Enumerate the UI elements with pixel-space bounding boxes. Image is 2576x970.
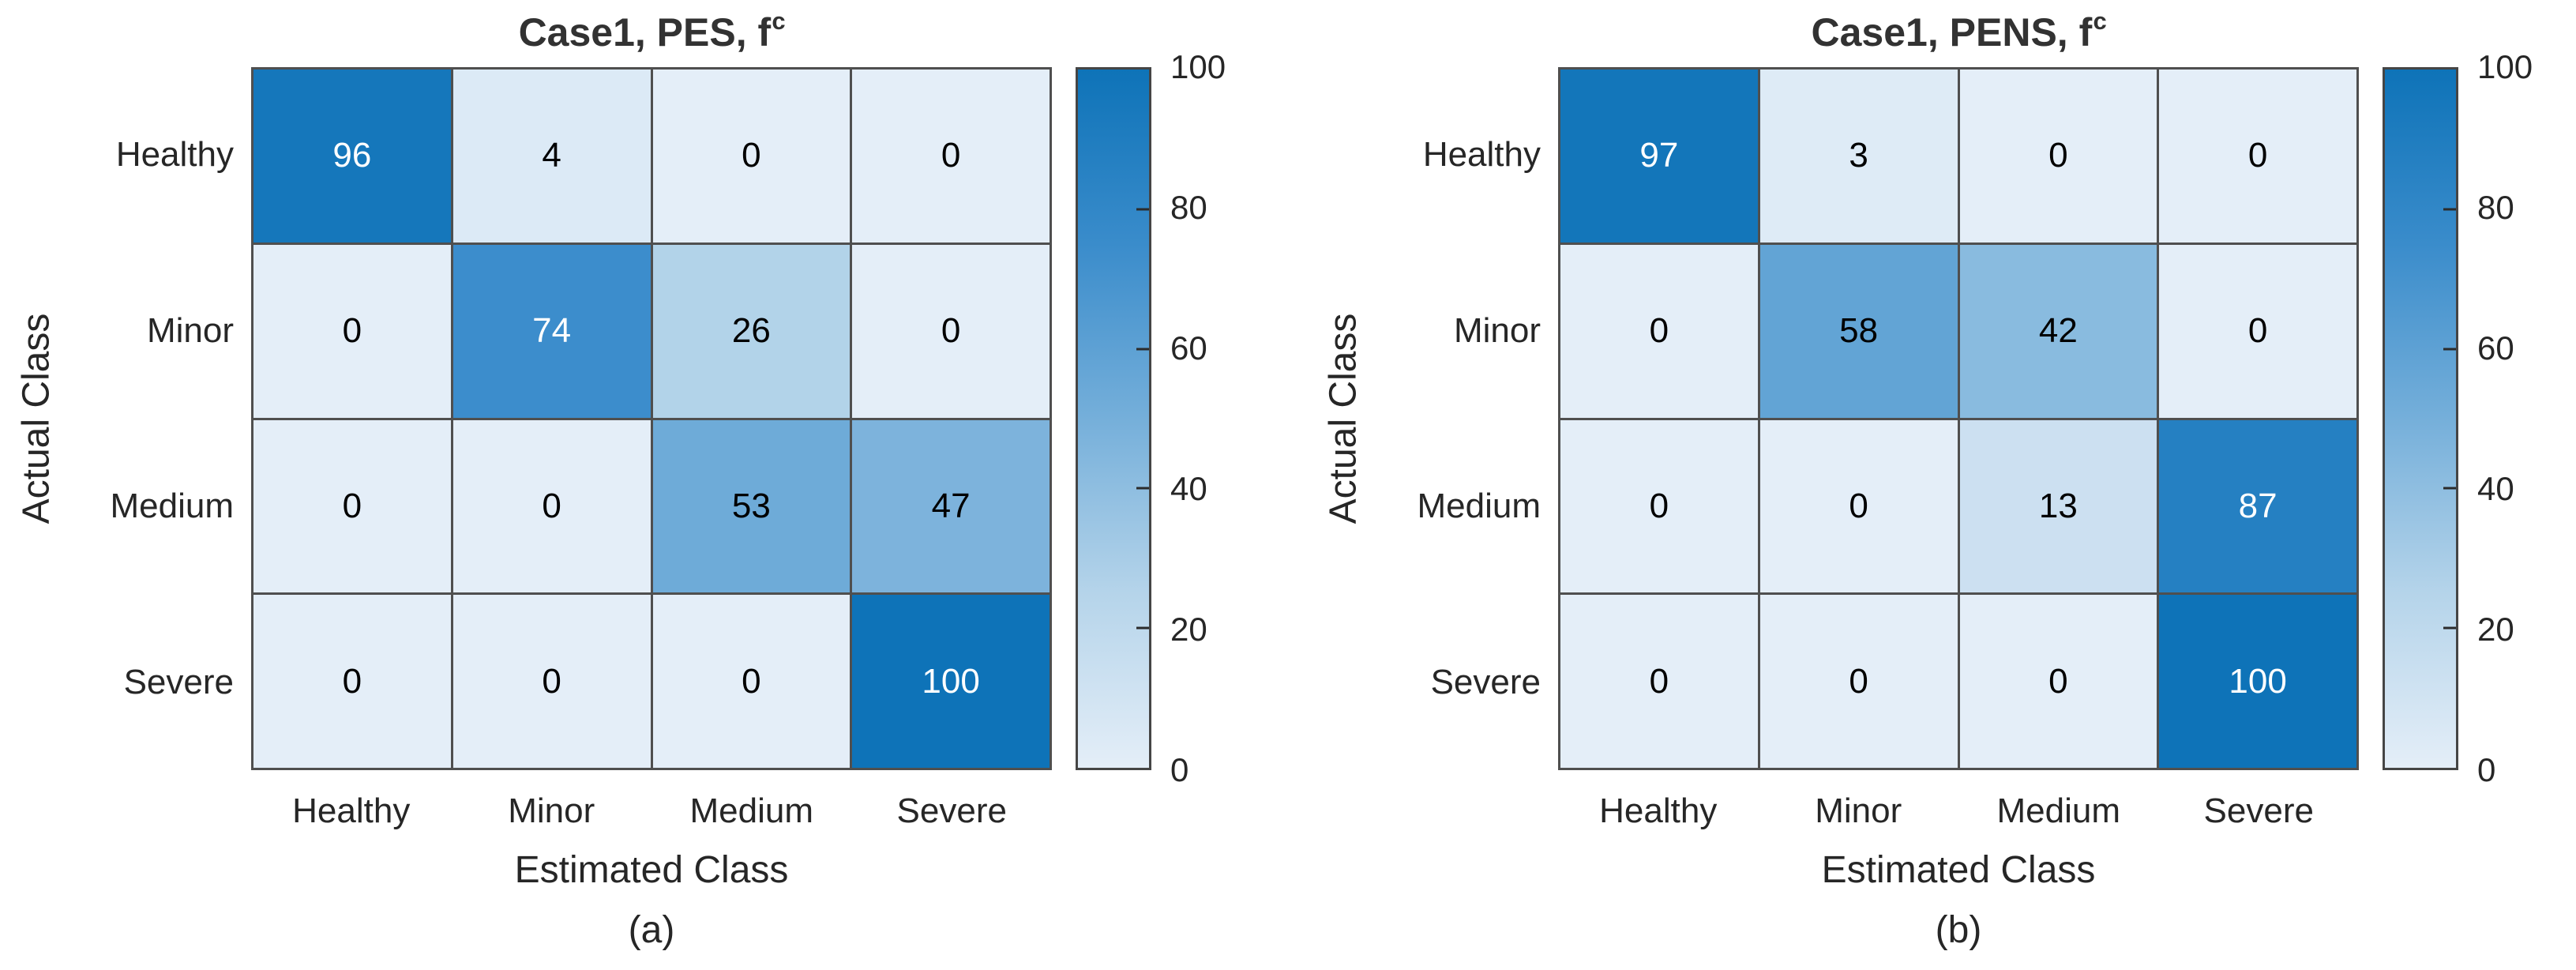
matrix-cell-minor-healthy: 0 — [1560, 244, 1758, 418]
subfigure-caption: (a) — [628, 909, 675, 951]
colorbar-tick-mark-40 — [2443, 487, 2456, 490]
y-tick-label-medium: Medium — [1417, 487, 1541, 526]
colorbar-gradient — [2383, 67, 2458, 770]
x-tick-labels: Healthy Minor Medium Severe — [1558, 791, 2359, 833]
matrix-cell-healthy-minor: 3 — [1759, 70, 1958, 242]
matrix-cell-minor-medium: 26 — [652, 244, 851, 418]
colorbar-tick-label-100: 100 — [2477, 48, 2533, 85]
x-tick-label-severe: Severe — [896, 791, 1007, 830]
colorbar-tick-mark-80 — [2443, 208, 2456, 211]
x-tick-label-medium: Medium — [1996, 791, 2121, 830]
y-tick-label-medium: Medium — [110, 487, 235, 526]
chart-title-text: Case1, PENS, f — [1811, 10, 2093, 55]
x-tick-label-severe: Severe — [2203, 791, 2314, 830]
y-tick-label-minor: Minor — [1453, 310, 1541, 350]
matrix-cell-healthy-healthy: 96 — [253, 70, 451, 242]
matrix-cell-minor-severe: 0 — [852, 244, 1050, 418]
colorbar-tick-label-40: 40 — [2477, 470, 2514, 507]
subfigure-caption: (b) — [1935, 909, 1982, 951]
matrix-cell-medium-medium: 53 — [652, 419, 851, 593]
matrix-cell-healthy-severe: 0 — [852, 70, 1050, 242]
y-tick-label-healthy: Healthy — [115, 135, 234, 175]
colorbar-tick-mark-60 — [2443, 348, 2456, 351]
matrix-cell-minor-medium: 42 — [1959, 244, 2157, 418]
colorbar-gradient — [1076, 67, 1151, 770]
colorbar-tick-mark-80 — [1136, 208, 1149, 211]
matrix-cell-minor-healthy: 0 — [253, 244, 451, 418]
matrix-cell-minor-minor: 58 — [1759, 244, 1958, 418]
heatmap-grid: 96 4 0 0 0 74 26 0 0 0 53 47 0 0 0 100 — [251, 67, 1052, 770]
matrix-cell-medium-minor: 0 — [1759, 419, 1958, 593]
matrix-cell-medium-medium: 13 — [1959, 419, 2157, 593]
matrix-cell-severe-severe: 100 — [852, 595, 1050, 768]
colorbar-tick-label-100: 100 — [1170, 48, 1226, 85]
y-tick-label-healthy: Healthy — [1422, 135, 1541, 175]
x-tick-label-minor: Minor — [1815, 791, 1902, 830]
colorbar-tick-label-60: 60 — [1170, 329, 1207, 367]
matrix-cell-severe-healthy: 0 — [1560, 595, 1758, 768]
colorbar-tick-label-80: 80 — [1170, 189, 1207, 226]
colorbar-tick-mark-40 — [1136, 487, 1149, 490]
x-tick-label-medium: Medium — [689, 791, 814, 830]
colorbar-tick-label-80: 80 — [2477, 189, 2514, 226]
matrix-cell-severe-severe: 100 — [2159, 595, 2356, 768]
colorbar-tick-label-20: 20 — [2477, 611, 2514, 648]
y-tick-label-severe: Severe — [1430, 662, 1541, 701]
x-tick-label-minor: Minor — [508, 791, 595, 830]
colorbar-tick-labels: 0 20 40 60 80 100 — [1170, 48, 1265, 788]
colorbar-tick-label-0: 0 — [1170, 751, 1189, 788]
x-axis-label: Estimated Class — [1821, 849, 2096, 891]
matrix-cell-medium-severe: 87 — [2159, 419, 2356, 593]
matrix-cell-healthy-minor: 4 — [452, 70, 651, 242]
x-tick-label-healthy: Healthy — [1599, 791, 1718, 830]
matrix-cell-healthy-severe: 0 — [2159, 70, 2356, 242]
heatmap-grid: 97 3 0 0 0 58 42 0 0 0 13 87 0 0 0 100 — [1558, 67, 2359, 770]
colorbar-tick-mark-60 — [1136, 348, 1149, 351]
colorbar-tick-label-40: 40 — [1170, 470, 1207, 507]
colorbar-tick-label-0: 0 — [2477, 751, 2496, 788]
matrix-cell-minor-severe: 0 — [2159, 244, 2356, 418]
matrix-cell-medium-severe: 47 — [852, 419, 1050, 593]
matrix-cell-healthy-medium: 0 — [1959, 70, 2157, 242]
colorbar-tick-labels: 0 20 40 60 80 100 — [2477, 48, 2572, 788]
colorbar-tick-label-60: 60 — [2477, 329, 2514, 367]
colorbar-tick-mark-20 — [1136, 626, 1149, 630]
matrix-cell-severe-minor: 0 — [452, 595, 651, 768]
y-tick-label-minor: Minor — [146, 310, 234, 350]
matrix-cell-minor-minor: 74 — [452, 244, 651, 418]
matrix-cell-medium-healthy: 0 — [1560, 419, 1758, 593]
matrix-cell-severe-medium: 0 — [1959, 595, 2157, 768]
x-tick-labels: Healthy Minor Medium Severe — [251, 791, 1052, 833]
matrix-cell-severe-medium: 0 — [652, 595, 851, 768]
y-tick-labels: Healthy Minor Medium Severe — [0, 67, 235, 770]
matrix-cell-healthy-medium: 0 — [652, 70, 851, 242]
matrix-cell-healthy-healthy: 97 — [1560, 70, 1758, 242]
y-tick-label-severe: Severe — [123, 662, 234, 701]
matrix-cell-severe-minor: 0 — [1759, 595, 1958, 768]
matrix-cell-medium-healthy: 0 — [253, 419, 451, 593]
y-tick-labels: Healthy Minor Medium Severe — [1307, 67, 1541, 770]
colorbar-tick-mark-20 — [2443, 626, 2456, 630]
x-axis-label: Estimated Class — [514, 849, 789, 891]
x-tick-label-healthy: Healthy — [292, 791, 411, 830]
colorbar-tick-label-20: 20 — [1170, 611, 1207, 648]
chart-title-text: Case1, PES, f — [518, 10, 772, 55]
matrix-cell-medium-minor: 0 — [452, 419, 651, 593]
matrix-cell-severe-healthy: 0 — [253, 595, 451, 768]
